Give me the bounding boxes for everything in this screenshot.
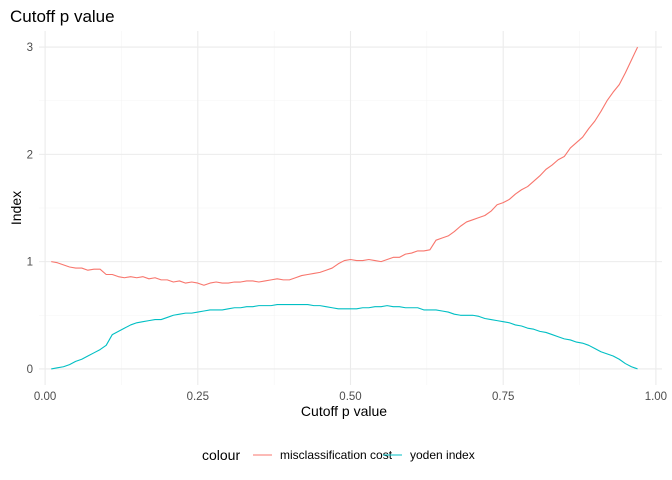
y-tick-label: 0 [27, 364, 33, 376]
series-line-misclassification-cost [51, 46, 639, 286]
y-tick-label: 3 [27, 42, 33, 54]
series-line-yoden-index [51, 304, 638, 370]
x-tick-label: 0.25 [187, 391, 209, 403]
legend-title: colour [202, 447, 240, 463]
x-tick-label: 0.75 [492, 391, 514, 403]
chart-title: Cutoff p value [10, 7, 115, 26]
y-tick-labels: 0 1 2 3 [27, 42, 33, 376]
x-axis-title: Cutoff p value [301, 403, 387, 419]
grid [39, 31, 662, 385]
y-tick-label: 2 [27, 149, 33, 161]
y-axis-title: Index [8, 191, 24, 225]
x-tick-labels: 0.00 0.25 0.50 0.75 1.00 [34, 391, 667, 403]
y-tick-label: 1 [27, 257, 33, 269]
legend-label-misclassification-cost: misclassification cost [280, 448, 393, 462]
legend: colour misclassification cost yoden index [202, 447, 475, 463]
x-tick-label: 1.00 [645, 391, 667, 403]
legend-items: misclassification cost yoden index [253, 448, 475, 462]
legend-label-yoden-index: yoden index [410, 448, 475, 462]
x-tick-label: 0.00 [34, 391, 56, 403]
x-tick-label: 0.50 [339, 391, 361, 403]
series-lines [51, 46, 639, 370]
